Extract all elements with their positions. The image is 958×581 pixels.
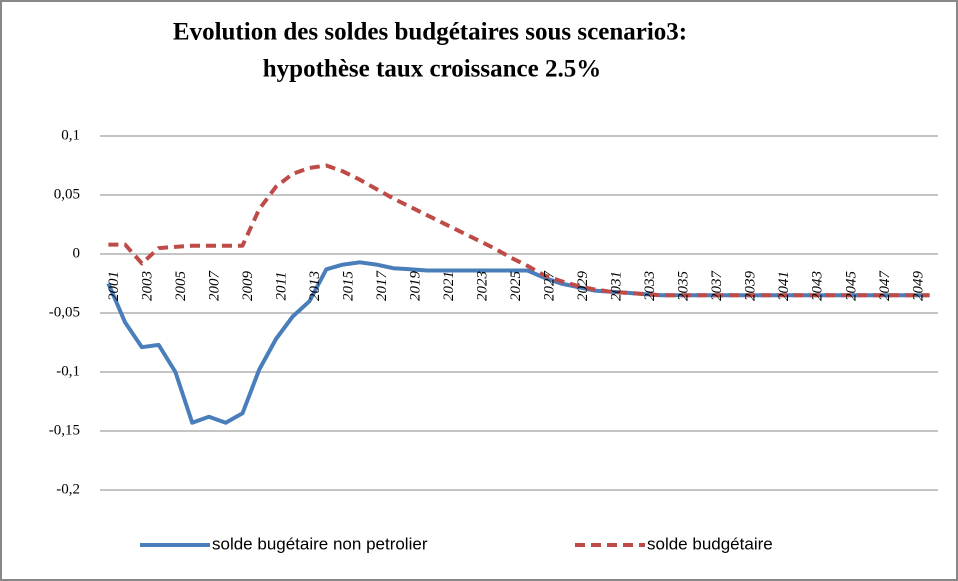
y-tick-label: -0,05: [49, 304, 80, 320]
y-tick-label: -0,2: [56, 481, 80, 497]
x-tick-label: 2035: [676, 271, 692, 302]
x-tick-label: 2003: [139, 271, 155, 301]
x-tick-label: 2015: [340, 271, 356, 302]
y-tick-label: 0,1: [61, 127, 80, 143]
x-tick-label: 2001: [106, 271, 122, 301]
x-tick-label: 2005: [173, 271, 189, 302]
x-tick-label: 2049: [910, 271, 926, 302]
series-line: [108, 163, 930, 298]
x-tick-label: 2033: [642, 271, 658, 301]
x-tick-label: 2009: [240, 271, 256, 302]
series-line: [106, 260, 930, 425]
y-tick-label: -0,15: [49, 422, 80, 438]
x-tick-label: 2047: [877, 270, 893, 302]
x-tick-label: 2039: [743, 271, 759, 302]
legend-label: solde budgétaire: [647, 534, 773, 553]
x-tick-label: 2025: [508, 271, 524, 302]
x-tick-label: 2021: [441, 271, 457, 301]
x-tick-label: 2007: [206, 270, 222, 302]
y-tick-label: 0,05: [54, 186, 80, 202]
x-tick-label: 2019: [407, 271, 423, 302]
legend-label: solde bugétaire non petrolier: [212, 534, 428, 553]
y-tick-label: -0,1: [56, 363, 80, 379]
x-tick-label: 2027: [542, 270, 558, 302]
chart-title: Evolution des soldes budgétaires sous sc…: [173, 19, 687, 46]
x-tick-label: 2045: [843, 271, 859, 302]
x-tick-label: 2029: [575, 271, 591, 302]
x-tick-label: 2041: [776, 271, 792, 301]
x-tick-label: 2011: [273, 272, 289, 301]
x-tick-label: 2013: [307, 271, 323, 301]
y-tick-label: 0: [73, 245, 81, 261]
x-tick-label: 2043: [810, 271, 826, 301]
x-tick-label: 2031: [609, 271, 625, 301]
x-tick-label: 2037: [709, 270, 725, 302]
chart-title: hypothèse taux croissance 2.5%: [263, 56, 601, 83]
x-tick-label: 2017: [374, 270, 390, 302]
x-tick-label: 2023: [475, 271, 491, 301]
